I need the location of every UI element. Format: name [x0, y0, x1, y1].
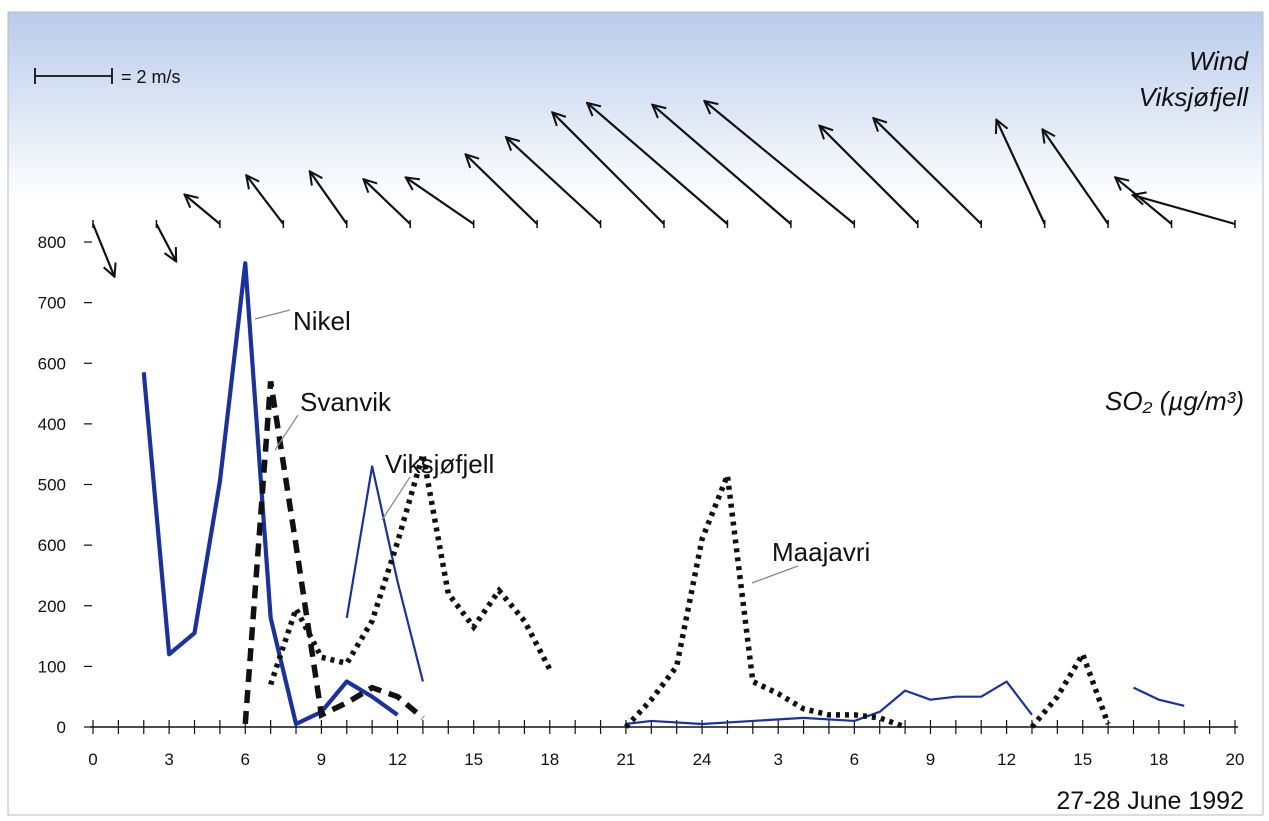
- y-tick-label: 400: [38, 415, 66, 434]
- wind-arrow: [364, 180, 411, 225]
- x-tick-label: 12: [388, 750, 407, 769]
- wind-panel-background: [8, 12, 1263, 202]
- series-line-maajavri: [623, 474, 907, 730]
- wind-title: Wind: [1189, 46, 1250, 76]
- x-tick-label: 6: [850, 750, 859, 769]
- wind-arrow: [186, 195, 221, 225]
- viksjofjell-leader-line: [381, 476, 411, 521]
- series-line-nikel: [141, 261, 399, 727]
- maajavri-leader-line: [751, 565, 799, 584]
- date-label: 27-28 June 1992: [1056, 787, 1244, 815]
- x-tick-label: 21: [616, 750, 635, 769]
- x-tick-label: 6: [241, 750, 250, 769]
- svanvik-leader-line: [274, 414, 299, 451]
- series-line-viksjfjell: [345, 465, 424, 682]
- y-tick-label: 100: [38, 657, 66, 676]
- series-line-viksjfjell: [1133, 686, 1185, 707]
- y-tick-label: 700: [38, 294, 66, 313]
- y-tick-label: 200: [38, 597, 66, 616]
- wind-arrow: [407, 178, 475, 225]
- x-tick-label: 12: [997, 750, 1016, 769]
- series-line-viksjfjell: [625, 680, 1033, 726]
- wind-arrow: [588, 104, 729, 225]
- x-tick-label: 9: [926, 750, 935, 769]
- series-line-svanvik: [242, 381, 425, 725]
- series-label-viksjofjell: Viksjøfjell: [385, 449, 494, 479]
- wind-scale-label: = 2 m/s: [121, 67, 181, 87]
- nikel-leader-line: [254, 309, 291, 320]
- x-tick-label: 24: [693, 750, 712, 769]
- x-tick-label: 9: [317, 750, 326, 769]
- wind-arrow: [705, 102, 856, 225]
- wind-arrow: [247, 176, 285, 225]
- wind-arrow: [997, 121, 1046, 225]
- wind-arrow: [1043, 130, 1110, 225]
- series-line-maajavri: [1029, 647, 1111, 729]
- series-layer: [141, 261, 1185, 730]
- y-tick-label: 600: [38, 354, 66, 373]
- x-tick-label: 15: [1073, 750, 1092, 769]
- wind-station-name: Viksjøfjell: [1139, 82, 1250, 112]
- wind-arrow: [155, 223, 175, 260]
- y-tick-label: 800: [38, 233, 66, 252]
- wind-arrow: [466, 155, 538, 225]
- series-labels: Nikel Svanvik Viksjøfjell Maajavri: [254, 306, 870, 584]
- x-tick-label: 3: [773, 750, 782, 769]
- wind-arrow: [874, 119, 982, 225]
- x-tick-label: 0: [88, 750, 97, 769]
- wind-panel: = 2 m/s Wind Viksjøfjell: [34, 46, 1250, 276]
- series-label-svanvik: Svanvik: [300, 387, 392, 417]
- x-tick-label: 18: [540, 750, 559, 769]
- series-label-maajavri: Maajavri: [772, 537, 870, 567]
- x-tick-label: 18: [1149, 750, 1168, 769]
- wind-arrow: [1134, 195, 1236, 226]
- wind-arrow: [507, 138, 602, 225]
- wind-arrow: [553, 113, 665, 225]
- figure-border: [7, 11, 1264, 816]
- wind-arrow: [310, 172, 348, 225]
- x-tick-label: 3: [164, 750, 173, 769]
- x-tick-label: 20: [1226, 750, 1245, 769]
- axes: 27-28 June 1992 SO₂ (µg/m³) 0 3 6 9 12 15 18 21…: [38, 233, 1245, 815]
- y-axis-label: SO₂ (µg/m³): [1105, 386, 1244, 416]
- wind-arrow: [653, 106, 792, 225]
- wind-arrow: [820, 127, 919, 225]
- x-tick-label: 15: [464, 750, 483, 769]
- series-label-nikel: Nikel: [293, 306, 351, 336]
- y-tick-label: 0: [57, 718, 66, 737]
- y-tick-label: 500: [38, 476, 66, 495]
- y-tick-label: 600: [38, 536, 66, 555]
- wind-arrow: [91, 223, 114, 276]
